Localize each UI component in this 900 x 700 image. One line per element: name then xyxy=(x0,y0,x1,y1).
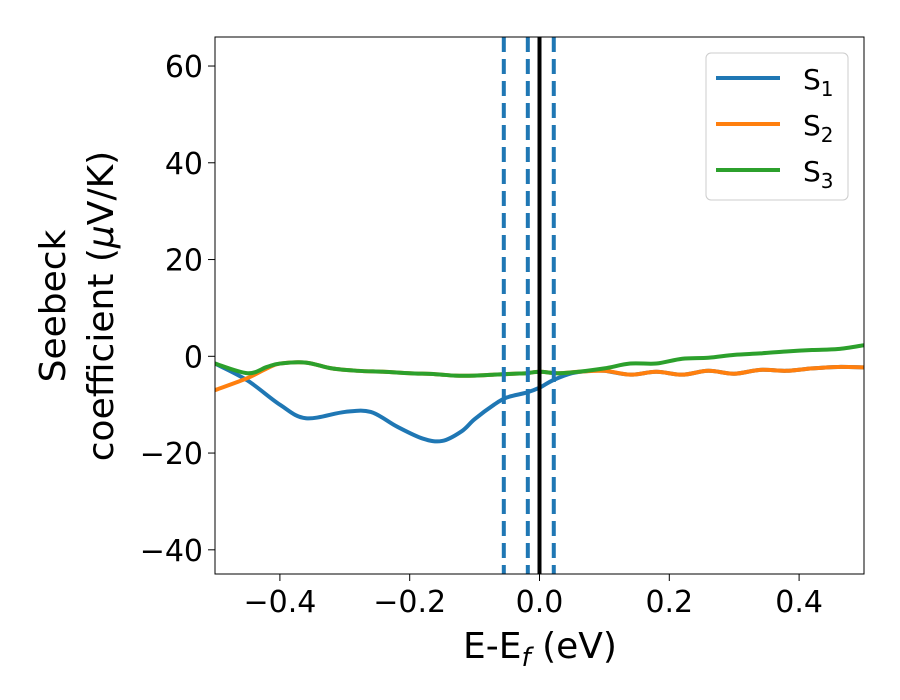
y-axis-ticks: −40 −20 0 20 40 60 xyxy=(140,50,215,569)
legend: S1 S2 S3 xyxy=(705,52,849,201)
y-tick-label: −20 xyxy=(140,437,203,472)
y-axis-title-line2: coefficient (μV/K) xyxy=(81,151,122,461)
legend-label-s3: S3 xyxy=(803,155,834,193)
y-tick-label: 40 xyxy=(165,147,203,182)
y-axis-title-line1: Seebeck xyxy=(33,229,74,382)
x-tick-label: −0.4 xyxy=(243,585,316,620)
y-tick-label: −40 xyxy=(140,534,203,569)
legend-label-s1: S1 xyxy=(803,63,834,101)
x-tick-label: 0.0 xyxy=(516,585,564,620)
legend-box xyxy=(705,52,849,201)
y-axis-title: Seebeck coefficient (μV/K) xyxy=(33,151,122,461)
y-tick-label: 60 xyxy=(165,50,203,85)
y-tick-label: 0 xyxy=(184,340,203,375)
x-axis-ticks: −0.4 −0.2 0.0 0.2 0.4 xyxy=(243,574,823,620)
x-tick-label: 0.2 xyxy=(645,585,693,620)
legend-label-s2: S2 xyxy=(803,109,834,147)
x-axis-title: E-Ef (eV) xyxy=(463,626,617,673)
reference-lines xyxy=(501,37,556,574)
y-tick-label: 20 xyxy=(165,244,203,279)
x-tick-label: −0.2 xyxy=(373,585,446,620)
x-tick-label: 0.4 xyxy=(775,585,823,620)
